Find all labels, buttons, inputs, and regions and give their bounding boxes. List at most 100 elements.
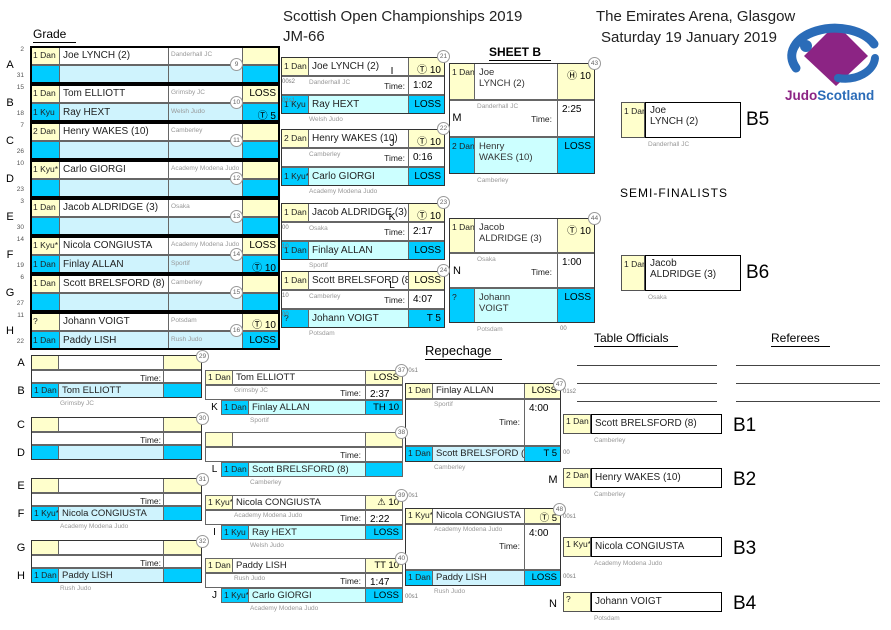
seed-number: 22 (16, 338, 24, 345)
competitor-name-cell: Scott BRELSFORD (8) (248, 462, 366, 477)
competitor-name-cell (58, 478, 164, 493)
final-position-label: B2 (733, 469, 757, 490)
final-position-label: B3 (733, 538, 757, 559)
competitor-grade-cell (205, 432, 233, 447)
result-cell (242, 122, 280, 141)
competitor-name-line: Joe (650, 105, 667, 116)
competitor-grade-cell: 1 Dan (30, 331, 60, 350)
result-cell: T 5 (408, 309, 445, 328)
competitor-name-cell: Scott BRELSFORD (8) (59, 274, 169, 293)
match-number-badge: 13 (230, 210, 243, 223)
time-value-cell (163, 370, 202, 383)
competitor-name-cell: Paddy LISH (58, 568, 164, 583)
club-cell: Potsdam (309, 330, 335, 337)
competitor-grade-cell: 1 Kyu* (281, 167, 309, 186)
result-cell: TH 10 (365, 400, 403, 415)
match-number-badge: 32 (196, 535, 209, 548)
competitor-name-cell: Henry WAKES (10) (474, 137, 558, 174)
match-letter: N (453, 265, 461, 277)
competitor-name-line: WAKES (10) (479, 152, 533, 163)
result-cell (242, 293, 280, 312)
competitor-grade-cell (30, 179, 60, 198)
competitor-grade-cell: 1 Dan (449, 218, 475, 253)
competitor-grade-cell (30, 65, 60, 84)
match-number-badge: 43 (588, 57, 601, 70)
match-number-badge: 21 (437, 50, 450, 63)
semi-finalists-label: SEMI-FINALISTS (620, 186, 729, 200)
competitor-grade-cell: 2 Dan (449, 137, 475, 174)
match-letter: M (548, 474, 558, 486)
table-officials-label: Table Officials (594, 331, 679, 347)
competitor-grade-cell (31, 478, 59, 493)
club-cell: Potsdam (594, 615, 620, 622)
match-number-badge: 30 (196, 412, 209, 425)
venue-label: The Emirates Arena, Glasgow (596, 8, 796, 25)
winner-grade-cell: 1 Dan (563, 414, 591, 434)
competitor-name-line: LYNCH (2) (479, 78, 525, 89)
time-value-cell: 4:00 (524, 524, 561, 570)
officials-line (577, 401, 717, 402)
category-label: JM-66 (283, 28, 325, 45)
result-cell: T 5 (524, 446, 561, 462)
time-value-cell: 2:25 (557, 100, 595, 137)
competitor-grade-cell: 1 Dan (221, 462, 249, 477)
club-cell: Rush Judo (234, 575, 266, 582)
match-number-badge: 39 (395, 489, 408, 502)
result-cell: Ⓗ 10 (557, 63, 595, 100)
club-cell: Rush Judo (434, 588, 466, 595)
club-cell: Academy Modena Judo (594, 560, 663, 567)
competitor-grade-cell: 1 Dan (281, 57, 309, 76)
result-cell (365, 462, 403, 477)
winner-name-box: Jacob ALDRIDGE (3) (645, 255, 741, 291)
match-number-badge: 44 (588, 212, 601, 225)
result-cell (365, 432, 403, 447)
time-value-cell: 1:00 (557, 253, 595, 288)
club-cell: Potsdam (477, 326, 503, 333)
time-value-cell (365, 447, 403, 462)
score-note: 00 (563, 450, 570, 456)
competitor-name-cell: Johann VOIGT (59, 312, 169, 331)
club-cell: Academy Modena Judo (434, 526, 503, 533)
match-number-badge: 22 (437, 122, 450, 135)
result-cell (242, 65, 280, 84)
winner-name-box: Henry WAKES (10) (591, 468, 722, 488)
final-position-label: B5 (746, 109, 770, 130)
sheet-label: SHEET B (489, 45, 552, 61)
score-note: 00 (560, 326, 567, 332)
seed-number: 11 (17, 312, 24, 319)
result-cell (242, 198, 280, 217)
time-label: Time: (499, 417, 520, 427)
competitor-name-line: ALDRIDGE (3) (479, 233, 542, 244)
competitor-name-cell: Paddy LISH (232, 558, 366, 573)
referees-line (736, 365, 880, 366)
club-cell: Osaka (648, 294, 667, 301)
time-value-cell: 0:16 (408, 148, 445, 167)
time-value-cell (163, 432, 202, 445)
pool-letter: E (6, 211, 14, 223)
match-letter: I (390, 66, 394, 77)
competitor-name-cell: Tom ELLIOTT (58, 383, 164, 398)
result-cell: LOSS (557, 288, 595, 323)
result-cell: LOSS (242, 331, 280, 350)
competitor-name-line: Joe (479, 67, 495, 78)
club-cell: Camberley (309, 151, 341, 158)
competitor-grade-cell: 1 Kyu (221, 525, 249, 540)
match-letter: N (549, 598, 557, 610)
club-cell: Sportif (434, 401, 453, 408)
time-value-cell: 1:47 (365, 573, 403, 588)
result-cell: LOSS (557, 137, 595, 174)
competitor-name-cell (59, 141, 169, 160)
score-note: 00 (282, 312, 289, 318)
time-label: Time: (384, 295, 405, 305)
logo-dot-icon (800, 40, 812, 52)
competitor-name-cell: Paddy LISH (432, 570, 525, 586)
pool-letter: F (17, 508, 25, 520)
competitor-grade-cell (31, 445, 59, 460)
match-number-badge: 16 (230, 324, 243, 337)
result-cell (163, 506, 202, 521)
time-label: Time: (384, 81, 405, 91)
result-cell (242, 274, 280, 293)
time-label: Time: (384, 153, 405, 163)
match-number-badge: 38 (395, 426, 408, 439)
competitor-name-cell: Tom ELLIOTT (232, 370, 366, 385)
